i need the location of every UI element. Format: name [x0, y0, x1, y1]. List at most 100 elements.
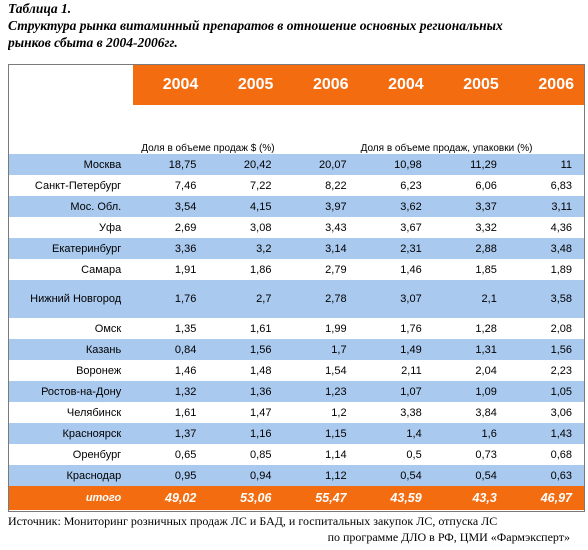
row-value: 3,11 — [508, 196, 584, 217]
row-value: 1,43 — [508, 423, 584, 444]
row-value: 0,5 — [358, 444, 434, 465]
group-header-cell: Доля в объеме продаж $ (%) — [133, 105, 274, 154]
total-value: 43,3 — [433, 486, 509, 510]
row-value: 1,14 — [283, 444, 359, 465]
row-value: 1,31 — [433, 339, 509, 360]
row-value: 3,08 — [208, 217, 284, 238]
row-value: 1,4 — [358, 423, 434, 444]
row-value: 1,32 — [133, 381, 209, 402]
table-row: Нижний Новгород 1,76 2,7 2,78 3,07 2,1 3,58 — [9, 280, 584, 318]
group-header-blank — [9, 105, 133, 154]
row-value: 1,35 — [133, 318, 209, 339]
vitamin-market-table: 2004 2005 2006 2004 2005 2006 Доля в объ… — [8, 64, 585, 512]
row-city: Челябинск — [9, 402, 134, 423]
row-value: 0,68 — [508, 444, 584, 465]
row-value: 0,65 — [133, 444, 209, 465]
row-value: 3,97 — [283, 196, 359, 217]
row-value: 3,37 — [433, 196, 509, 217]
caption-number: Таблица 1. — [8, 1, 72, 16]
row-value: 8,22 — [283, 175, 359, 196]
row-value: 1,48 — [208, 360, 284, 381]
group-header-blank — [283, 105, 358, 154]
row-value: 0,84 — [133, 339, 209, 360]
total-value: 46,97 — [508, 486, 584, 510]
table-row: Воронеж 1,46 1,48 1,54 2,11 2,04 2,23 — [9, 360, 584, 381]
row-value: 0,63 — [508, 465, 584, 486]
row-value: 3,62 — [358, 196, 434, 217]
year-header: 2006 — [283, 65, 359, 105]
row-city: Екатеринбург — [9, 238, 134, 259]
row-value: 2,04 — [433, 360, 509, 381]
row-value: 1,36 — [208, 381, 284, 402]
row-value: 1,54 — [283, 360, 359, 381]
row-value: 1,56 — [508, 339, 584, 360]
table-row: Санкт-Петербург 7,46 7,22 8,22 6,23 6,06 6,83 — [9, 175, 584, 196]
year-header: 2004 — [358, 65, 434, 105]
row-value: 7,22 — [208, 175, 284, 196]
row-value: 2,79 — [283, 259, 359, 280]
total-value: 55,47 — [283, 486, 359, 510]
total-row: итого 49,02 53,06 55,47 43,59 43,3 46,97 — [9, 486, 584, 510]
row-value: 1,12 — [283, 465, 359, 486]
row-value: 20,42 — [208, 154, 284, 175]
row-value: 3,38 — [358, 402, 434, 423]
row-value: 2,11 — [358, 360, 434, 381]
table-row: Челябинск 1,61 1,47 1,2 3,38 3,84 3,06 — [9, 402, 584, 423]
row-city: Казань — [9, 339, 134, 360]
row-value: 3,48 — [508, 238, 584, 259]
row-value: 3,07 — [358, 280, 434, 318]
row-city: Красноярск — [9, 423, 134, 444]
row-value: 1,89 — [508, 259, 584, 280]
table-row: Екатеринбург 3,36 3,2 3,14 2,31 2,88 3,48 — [9, 238, 584, 259]
row-value: 2,08 — [508, 318, 584, 339]
row-value: 2,23 — [508, 360, 584, 381]
row-city: Санкт-Петербург — [9, 175, 134, 196]
table-row: Краснодар 0,95 0,94 1,12 0,54 0,54 0,63 — [9, 465, 584, 486]
row-value: 4,15 — [208, 196, 284, 217]
row-value: 3,32 — [433, 217, 509, 238]
row-value: 1,91 — [133, 259, 209, 280]
row-value: 3,67 — [358, 217, 434, 238]
row-value: 0,73 — [433, 444, 509, 465]
year-header: 2006 — [508, 65, 584, 105]
data-table: 2004 2005 2006 2004 2005 2006 Доля в объ… — [9, 65, 584, 510]
table-row: Уфа 2,69 3,08 3,43 3,67 3,32 4,36 — [9, 217, 584, 238]
row-value: 1,2 — [283, 402, 359, 423]
row-value: 1,6 — [433, 423, 509, 444]
row-value: 3,14 — [283, 238, 359, 259]
caption-title-line-2: рынков сбыта в 2004-2006гг. — [8, 35, 178, 50]
row-value: 1,23 — [283, 381, 359, 402]
row-value: 1,09 — [433, 381, 509, 402]
year-header: 2005 — [208, 65, 284, 105]
row-value: 0,54 — [433, 465, 509, 486]
row-value: 1,15 — [283, 423, 359, 444]
row-value: 18,75 — [133, 154, 209, 175]
row-city: Воронеж — [9, 360, 134, 381]
group-header-cell: Доля в объеме продаж, упаковки (%) — [359, 105, 533, 154]
group-label-packages: Доля в объеме продаж, упаковки (%) — [360, 143, 533, 154]
row-city: Краснодар — [9, 465, 134, 486]
year-header-row: 2004 2005 2006 2004 2005 2006 — [9, 65, 584, 105]
row-city: Омск — [9, 318, 134, 339]
row-value: 2,31 — [358, 238, 434, 259]
group-label-usd: Доля в объеме продаж $ (%) — [141, 143, 275, 154]
row-city: Мос. Обл. — [9, 196, 134, 217]
table-row: Красноярск 1,37 1,16 1,15 1,4 1,6 1,43 — [9, 423, 584, 444]
row-value: 1,07 — [358, 381, 434, 402]
row-value: 1,47 — [208, 402, 284, 423]
table-row: Оренбург 0,65 0,85 1,14 0,5 0,73 0,68 — [9, 444, 584, 465]
year-header: 2004 — [133, 65, 209, 105]
source-line-1: Источник: Мониторинг розничных продаж ЛС… — [8, 514, 498, 528]
row-value: 1,61 — [133, 402, 209, 423]
row-value: 3,36 — [133, 238, 209, 259]
table-row: Самара 1,91 1,86 2,79 1,46 1,85 1,89 — [9, 259, 584, 280]
row-value: 1,86 — [208, 259, 284, 280]
row-value: 0,95 — [133, 465, 209, 486]
row-value: 3,84 — [433, 402, 509, 423]
row-value: 3,2 — [208, 238, 284, 259]
corner-cell — [9, 65, 134, 105]
row-value: 10,98 — [358, 154, 434, 175]
table-row: Москва 18,75 20,42 20,07 10,98 11,29 11 — [9, 154, 584, 175]
row-value: 0,94 — [208, 465, 284, 486]
table-row: Мос. Обл. 3,54 4,15 3,97 3,62 3,37 3,11 — [9, 196, 584, 217]
